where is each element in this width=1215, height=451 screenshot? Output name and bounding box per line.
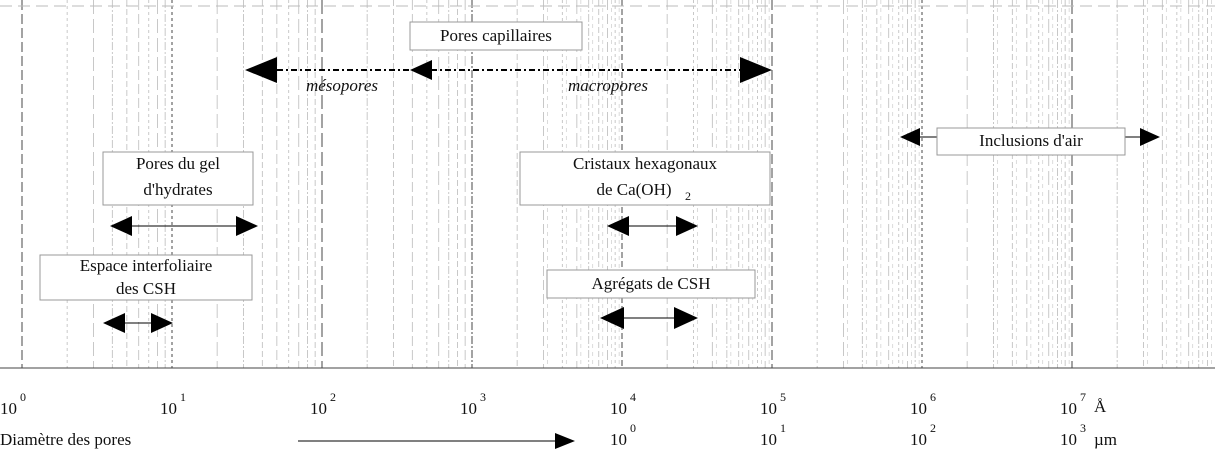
tick-base: 10 — [0, 399, 17, 418]
arrowhead — [236, 216, 258, 236]
arrowhead — [600, 307, 624, 329]
label: Pores du gel — [136, 154, 220, 173]
tick-exponent: 7 — [1080, 390, 1086, 404]
tick-exponent: 1 — [180, 390, 186, 404]
tick-unit: Å — [1094, 397, 1107, 416]
tick-base: 10 — [910, 399, 927, 418]
tick-base: 10 — [310, 399, 327, 418]
tick-base: 10 — [610, 430, 627, 449]
arrowhead — [900, 128, 920, 146]
tick-base: 10 — [1060, 399, 1077, 418]
label-box — [936, 127, 1126, 156]
arrows — [103, 57, 1160, 449]
tick-base: 10 — [910, 430, 927, 449]
tick-base: 10 — [460, 399, 477, 418]
label: Agrégats de CSH — [592, 274, 711, 293]
arrowhead — [110, 216, 132, 236]
arrowhead — [410, 60, 432, 80]
tick-exponent: 2 — [930, 421, 936, 435]
label: des CSH — [116, 279, 176, 298]
arrowhead — [676, 216, 698, 236]
tick-exponent: 0 — [630, 421, 636, 435]
label: mésopores — [306, 76, 378, 95]
arrowhead — [607, 216, 629, 236]
label-box — [409, 21, 583, 51]
tick-exponent: 5 — [780, 390, 786, 404]
label-box — [102, 151, 254, 206]
tick-exponent: 6 — [930, 390, 936, 404]
label: de Ca(OH) — [596, 180, 671, 199]
tick-unit: µm — [1094, 430, 1117, 449]
label-subscript: 2 — [685, 189, 691, 203]
tick-base: 10 — [760, 430, 777, 449]
arrowhead — [740, 57, 772, 83]
tick-base: 10 — [160, 399, 177, 418]
arrowhead — [245, 57, 277, 83]
arrowhead — [674, 307, 698, 329]
axis-label: Diamètre des pores — [0, 430, 131, 449]
label: Cristaux hexagonaux — [573, 154, 717, 173]
label-box — [546, 269, 756, 299]
label: Inclusions d'air — [979, 131, 1083, 150]
tick-exponent: 1 — [780, 421, 786, 435]
label-box — [519, 151, 771, 206]
tick-exponent: 2 — [330, 390, 336, 404]
tick-exponent: 3 — [1080, 421, 1086, 435]
tick-exponent: 4 — [630, 390, 636, 404]
tick-exponent: 3 — [480, 390, 486, 404]
label: Pores capillaires — [440, 26, 552, 45]
label-box — [39, 254, 253, 301]
tick-base: 10 — [610, 399, 627, 418]
tick-base: 10 — [1060, 430, 1077, 449]
arrowhead — [1140, 128, 1160, 146]
label: macropores — [568, 76, 648, 95]
arrowhead — [555, 433, 575, 449]
tick-exponent: 0 — [20, 390, 26, 404]
tick-base: 10 — [760, 399, 777, 418]
arrowhead — [151, 313, 173, 333]
label: d'hydrates — [143, 180, 212, 199]
arrowhead — [103, 313, 125, 333]
label: Espace interfoliaire — [80, 256, 213, 275]
